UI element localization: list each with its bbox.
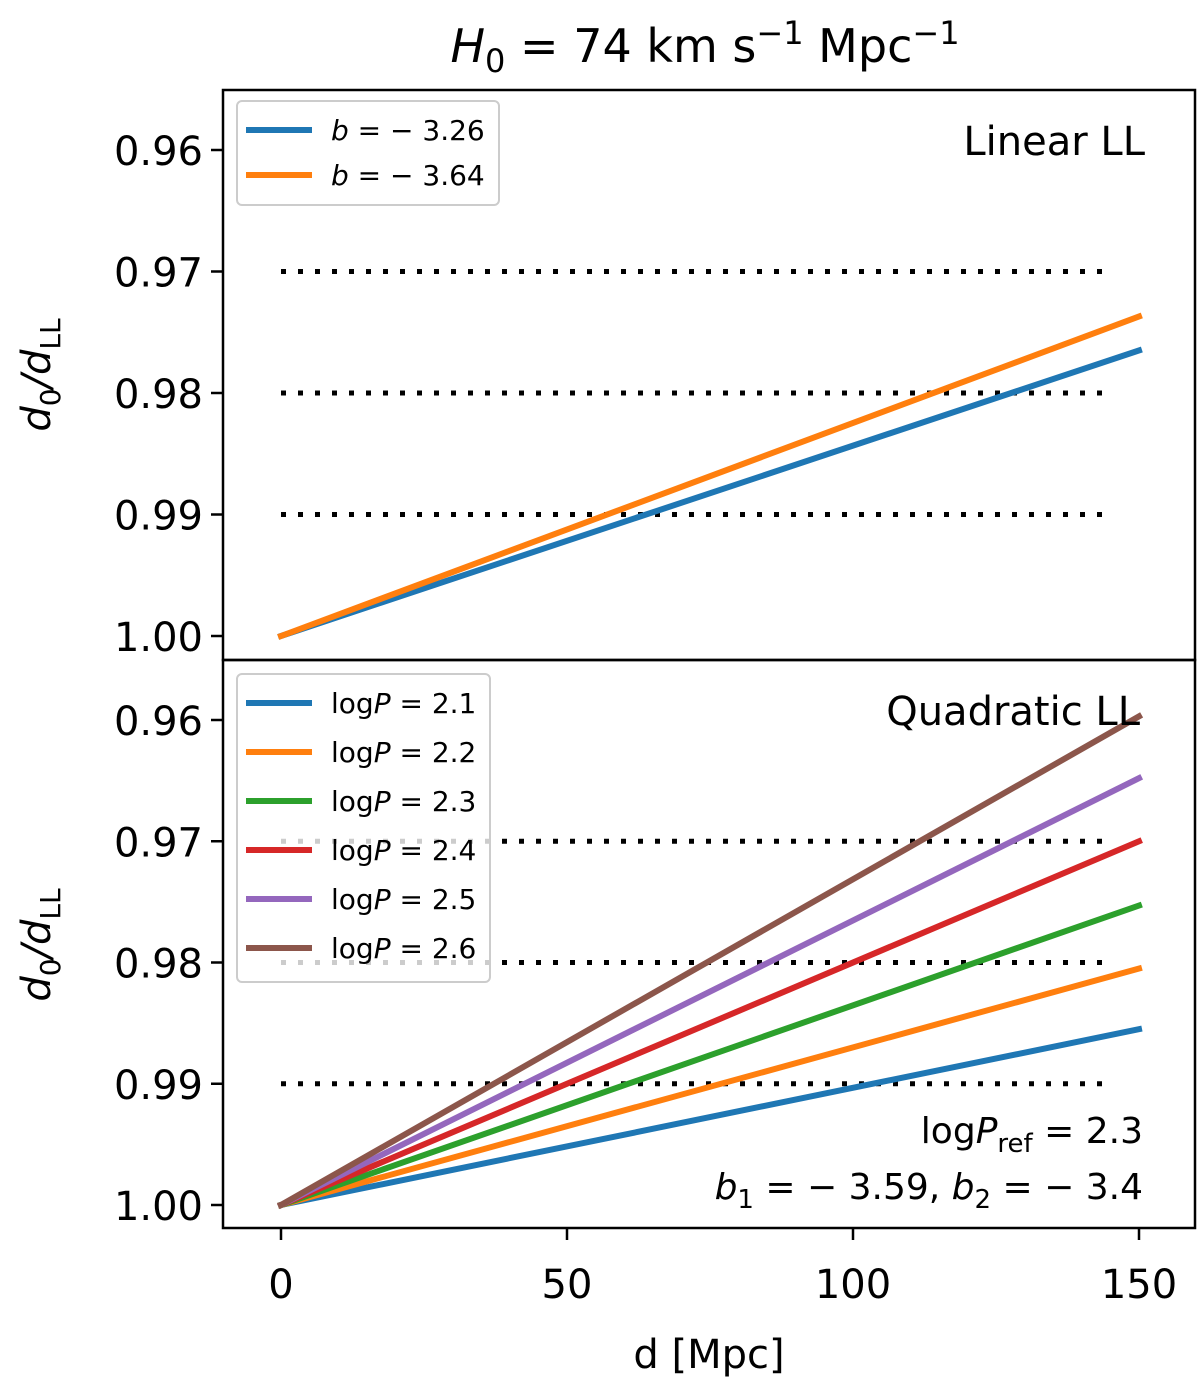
y-tick-label: 0.97 bbox=[114, 251, 203, 297]
x-axis-ticks: 0 50 100 150 bbox=[268, 1228, 1177, 1308]
y-tick-label: 1.00 bbox=[114, 1184, 203, 1230]
legend-label: b = − 3.26 bbox=[331, 114, 485, 147]
y-tick-label: 0.96 bbox=[114, 129, 203, 175]
series-lines bbox=[277, 312, 1143, 640]
reference-lines bbox=[281, 269, 1111, 517]
legend: b = − 3.26 b = − 3.64 bbox=[236, 100, 500, 206]
y-tick-label: 0.99 bbox=[114, 494, 203, 540]
series-line bbox=[277, 312, 1143, 640]
note-logp-ref: logPref = 2.3 bbox=[921, 1111, 1143, 1159]
panel-quadratic-ll: 0.96 0.97 0.98 0.99 1.00 0 50 100 150 Quadratic… bbox=[14, 658, 1197, 1378]
series-line bbox=[276, 712, 1144, 1210]
legend-label: logP = 2.1 bbox=[331, 687, 476, 720]
y-tick-label: 0.98 bbox=[114, 942, 203, 988]
series-line bbox=[277, 837, 1143, 1209]
y-tick-label: 0.97 bbox=[114, 820, 203, 866]
series-line bbox=[276, 774, 1144, 1210]
legend-label: logP = 2.6 bbox=[331, 932, 476, 965]
x-tick-label: 100 bbox=[815, 1262, 891, 1308]
panel-annotation: Linear LL bbox=[963, 119, 1145, 165]
y-tick-label: 1.00 bbox=[114, 615, 203, 661]
legend-label: b = − 3.64 bbox=[331, 159, 485, 192]
y-tick-label: 0.98 bbox=[114, 372, 203, 418]
series-line bbox=[277, 901, 1143, 1209]
y-axis-ticks: 0.96 0.97 0.98 0.99 1.00 bbox=[114, 699, 223, 1230]
legend-label: logP = 2.2 bbox=[331, 736, 476, 769]
y-tick-label: 0.99 bbox=[114, 1063, 203, 1109]
series-line bbox=[277, 964, 1143, 1209]
note-b-coefficients: b1 = − 3.59, b2 = − 3.4 bbox=[715, 1167, 1143, 1215]
legend: logP = 2.1 logP = 2.2 logP = 2.3 logP = 2.4… bbox=[236, 673, 491, 983]
y-axis-ticks: 0.96 0.97 0.98 0.99 1.00 bbox=[114, 129, 223, 661]
y-axis-label: d0/dLL bbox=[14, 888, 67, 1002]
x-axis-label: d [Mpc] bbox=[633, 1332, 784, 1378]
legend-label: logP = 2.5 bbox=[331, 883, 476, 916]
legend-label: logP = 2.3 bbox=[331, 785, 476, 818]
panel-annotation: Quadratic LL bbox=[886, 689, 1140, 735]
y-tick-label: 0.96 bbox=[114, 699, 203, 745]
y-axis-label: d0/dLL bbox=[14, 318, 67, 432]
plot-frame bbox=[221, 658, 1197, 1230]
x-tick-label: 50 bbox=[542, 1262, 593, 1308]
series-lines bbox=[276, 712, 1144, 1210]
series-line bbox=[277, 346, 1143, 640]
x-tick-label: 150 bbox=[1101, 1262, 1177, 1308]
x-tick-label: 0 bbox=[268, 1262, 293, 1308]
figure-title: H0 = 74 km s−1 Mpc−1 bbox=[450, 14, 959, 80]
panel-linear-ll: 0.96 0.97 0.98 0.99 1.00 Linear LL d0/dLL b … bbox=[14, 88, 1197, 662]
series-line bbox=[277, 1025, 1143, 1209]
legend-label: logP = 2.4 bbox=[331, 834, 476, 867]
